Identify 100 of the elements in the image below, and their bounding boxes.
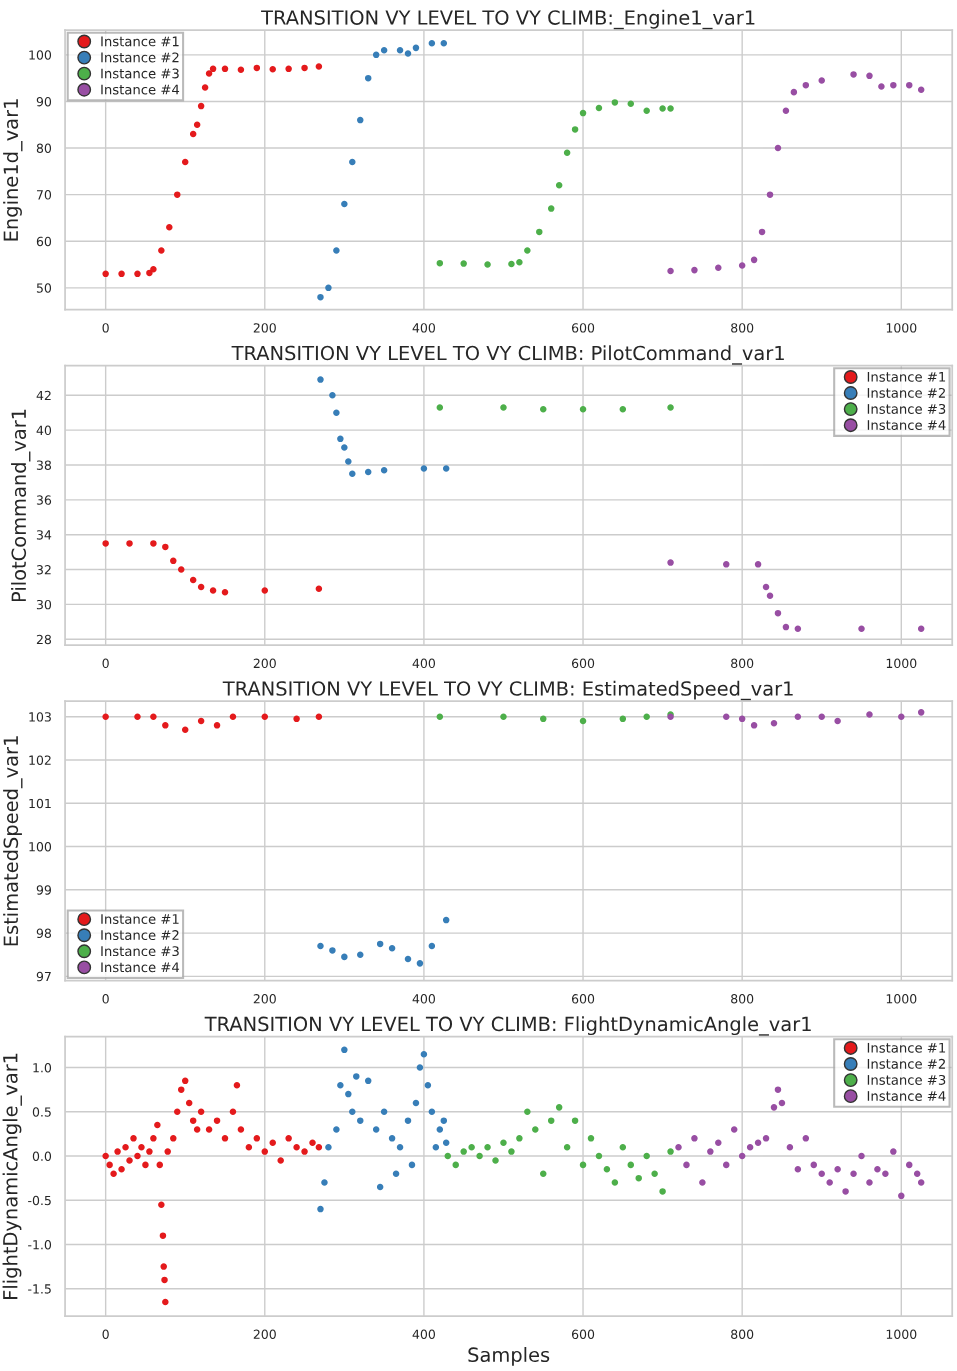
point: [547, 1117, 555, 1124]
y-tick-label: 90: [36, 96, 52, 107]
point: [786, 1143, 794, 1151]
point: [878, 83, 885, 90]
point: [404, 1117, 412, 1124]
point: [364, 74, 372, 82]
point: [197, 102, 205, 110]
point: [349, 1108, 356, 1116]
point: [858, 625, 865, 633]
x-tick-label: 200: [253, 1329, 276, 1340]
chart-title: TRANSITION VY LEVEL TO VY CLIMB: EstimatedSpeed_var1: [222, 680, 793, 701]
point: [508, 260, 515, 268]
point: [102, 270, 109, 278]
legend-label: Instance #4: [101, 84, 180, 95]
point: [452, 1161, 459, 1169]
point: [349, 158, 356, 166]
point: [917, 86, 925, 94]
point: [372, 1126, 380, 1133]
point: [181, 158, 189, 166]
point: [774, 609, 782, 617]
point: [866, 72, 873, 80]
point: [126, 1157, 133, 1164]
point: [611, 99, 619, 106]
y-axis-title: FlightDynamicAngle_var1: [2, 1053, 22, 1299]
point: [563, 1143, 571, 1151]
point: [874, 1166, 881, 1173]
point: [229, 713, 237, 720]
point: [345, 1090, 352, 1098]
point: [315, 713, 323, 720]
point: [683, 1161, 690, 1169]
point: [754, 1139, 762, 1147]
point: [392, 1170, 400, 1177]
point: [170, 557, 177, 565]
point: [516, 1135, 523, 1142]
y-tick-label: 99: [36, 885, 51, 895]
point: [758, 228, 766, 236]
point: [293, 715, 300, 723]
point: [253, 1135, 261, 1142]
point: [237, 1126, 245, 1133]
point: [707, 1148, 714, 1155]
legend-label: Instance #4: [867, 420, 946, 430]
point: [261, 587, 269, 594]
point: [341, 953, 348, 961]
point: [177, 566, 185, 573]
point: [794, 713, 802, 720]
point: [161, 1276, 168, 1284]
point: [540, 405, 547, 413]
point: [380, 466, 388, 474]
point: [468, 1143, 475, 1151]
point: [428, 1108, 436, 1116]
point: [189, 1117, 197, 1124]
point: [213, 722, 221, 729]
point: [858, 1152, 865, 1160]
point: [396, 46, 404, 54]
y-tick-label: 40: [36, 425, 52, 436]
point: [209, 587, 217, 594]
y-tick-label: 80: [36, 143, 52, 153]
point: [345, 458, 352, 465]
x-tick-label: 400: [412, 994, 436, 1004]
point: [802, 81, 810, 89]
point: [627, 100, 635, 108]
point: [162, 722, 169, 729]
point: [651, 1170, 658, 1177]
point: [540, 1170, 547, 1177]
point: [321, 1179, 328, 1186]
point: [675, 1143, 682, 1151]
point: [826, 1179, 833, 1186]
point: [643, 1152, 650, 1160]
point: [890, 81, 897, 89]
point: [229, 1108, 237, 1116]
point: [245, 1143, 253, 1151]
point: [261, 713, 269, 720]
point: [898, 713, 905, 720]
x-tick-label: 0: [102, 994, 109, 1004]
point: [197, 583, 205, 591]
point: [325, 284, 332, 292]
point: [122, 1143, 129, 1151]
x-tick-label: 1000: [886, 994, 917, 1004]
point: [317, 376, 324, 383]
point: [484, 261, 491, 268]
point: [150, 1135, 157, 1142]
y-tick-label: 32: [36, 565, 51, 575]
y-tick-label: 42: [36, 390, 51, 401]
point: [317, 942, 324, 950]
point: [882, 1170, 889, 1177]
point: [315, 585, 323, 592]
point: [440, 39, 448, 47]
point: [333, 1126, 340, 1133]
y-tick-label: 0.5: [32, 1107, 51, 1117]
point: [364, 468, 372, 476]
x-tick-label: 200: [253, 658, 276, 669]
x-tick-label: 800: [731, 994, 754, 1004]
point: [102, 540, 109, 547]
point: [818, 1170, 825, 1177]
point: [905, 81, 913, 89]
point: [850, 71, 857, 78]
point: [364, 1077, 372, 1085]
point: [376, 940, 384, 948]
point: [432, 1143, 440, 1151]
point: [337, 435, 344, 443]
